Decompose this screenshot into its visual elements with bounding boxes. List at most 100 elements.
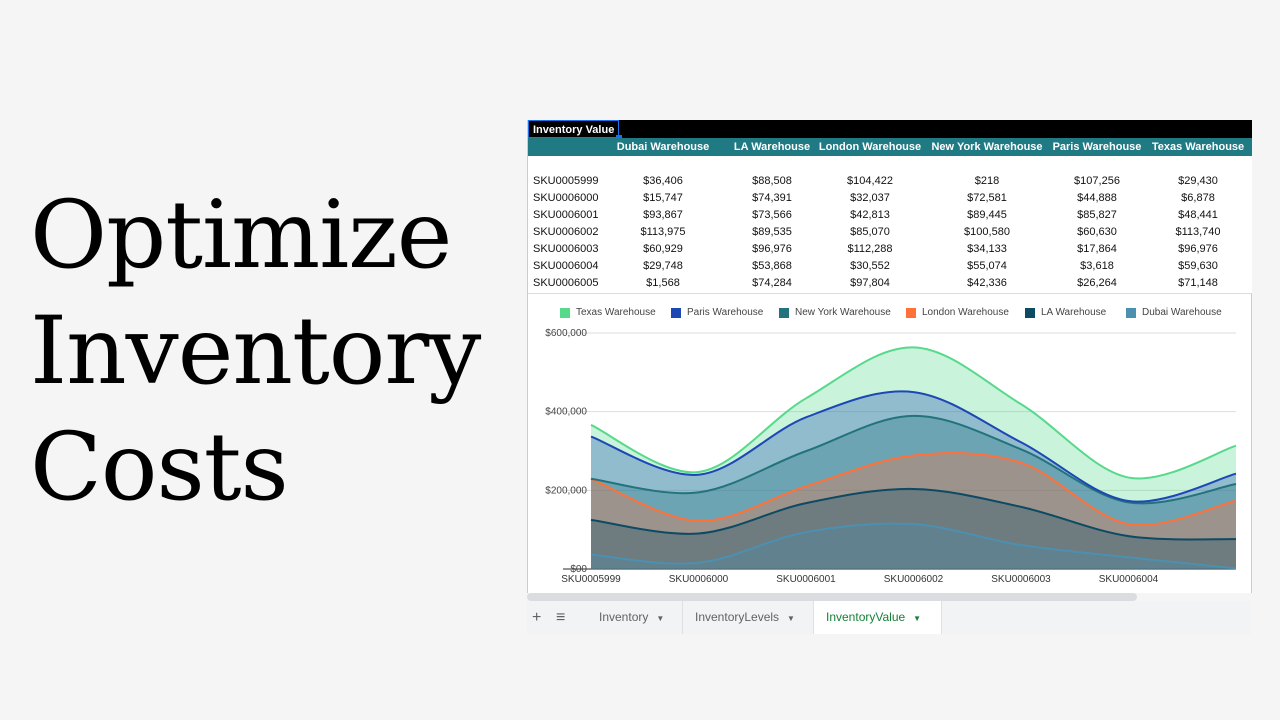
legend-item-london[interactable]: London Warehouse [906,307,1009,318]
value-cell[interactable]: $71,148 [1178,277,1218,289]
spreadsheet: Inventory Value Dubai Warehouse LA Wareh… [527,120,1252,593]
tab-inventory[interactable]: Inventory ▼ [587,601,683,634]
headline-line-2: Inventory [30,297,481,406]
value-cell[interactable]: $85,827 [1077,209,1117,221]
all-sheets-list-icon[interactable]: ≡ [556,609,566,626]
headline-line-3: Costs [30,413,289,522]
value-cell[interactable]: $72,581 [967,192,1007,204]
svg-text:$600,000: $600,000 [545,328,587,339]
value-cell[interactable]: $85,070 [850,226,890,238]
svg-text:$00: $00 [570,564,587,575]
legend-swatch [1126,307,1136,318]
legend-swatch [779,307,789,318]
value-cell[interactable]: $55,074 [967,260,1007,272]
value-cell[interactable]: $107,256 [1074,175,1120,187]
table-row: SKU0006003 $60,929 $96,976 $112,288 $34,133 $… [528,241,1252,258]
value-cell[interactable]: $17,864 [1077,243,1117,255]
svg-text:SKU0006001: SKU0006001 [776,574,836,585]
value-cell[interactable]: $96,976 [752,243,792,255]
value-cell[interactable]: $89,535 [752,226,792,238]
value-cell[interactable]: $113,740 [1175,226,1221,238]
value-cell[interactable]: $96,976 [1178,243,1218,255]
value-cell[interactable]: $60,630 [1077,226,1117,238]
value-cell[interactable]: $32,037 [850,192,890,204]
value-cell[interactable]: $3,618 [1080,260,1114,272]
svg-text:$400,000: $400,000 [545,407,587,418]
horizontal-scrollbar[interactable] [527,593,1137,601]
value-cell[interactable]: $48,441 [1178,209,1218,221]
sheet-tab-bar: + ≡ Inventory ▼ InventoryLevels ▼ Inventor… [527,601,1251,634]
value-cell[interactable]: $89,445 [967,209,1007,221]
value-cell[interactable]: $218 [974,175,1000,187]
column-header[interactable]: Dubai Warehouse [616,141,710,153]
table-row: SKU0005999 $36,406 $88,508 $104,422 $218 $107… [528,173,1252,190]
value-cell[interactable]: $29,748 [643,260,683,272]
sku-cell[interactable]: SKU0006005 [533,277,599,289]
title-cell[interactable]: Inventory Value [528,120,623,141]
value-cell[interactable]: $6,878 [1181,192,1215,204]
value-cell[interactable]: $42,813 [850,209,890,221]
sku-cell[interactable]: SKU0006000 [533,192,599,204]
value-cell[interactable]: $74,284 [752,277,792,289]
value-cell[interactable]: $73,566 [752,209,792,221]
legend-item-dubai[interactable]: Dubai Warehouse [1126,307,1222,318]
legend-swatch [560,307,570,318]
legend-swatch [671,307,681,318]
value-cell[interactable]: $100,580 [964,226,1010,238]
tab-inventory-levels[interactable]: InventoryLevels ▼ [683,601,814,634]
value-cell[interactable]: $26,264 [1077,277,1117,289]
legend-item-paris[interactable]: Paris Warehouse [671,307,763,318]
svg-text:SKU0006003: SKU0006003 [991,574,1051,585]
value-cell[interactable]: $104,422 [847,175,893,187]
value-cell[interactable]: $34,133 [967,243,1007,255]
chevron-down-icon[interactable]: ▼ [913,614,922,623]
column-header[interactable]: Texas Warehouse [1151,141,1245,153]
table-row: SKU0006001 $93,867 $73,566 $42,813 $89,445 $8… [528,207,1252,224]
value-cell[interactable]: $88,508 [752,175,792,187]
legend-item-la[interactable]: LA Warehouse [1025,307,1106,318]
sku-cell[interactable]: SKU0006001 [533,209,599,221]
value-cell[interactable]: $53,868 [752,260,792,272]
chevron-down-icon[interactable]: ▼ [656,614,665,623]
sku-cell[interactable]: SKU0006002 [533,226,599,238]
table-row: SKU0006004 $29,748 $53,868 $30,552 $55,074 $3… [528,258,1252,275]
value-cell[interactable]: $112,288 [847,243,893,255]
value-cell[interactable]: $36,406 [643,175,683,187]
value-cell[interactable]: $60,929 [643,243,683,255]
legend-item-new-york[interactable]: New York Warehouse [779,307,891,318]
table-row: SKU0006000 $15,747 $74,391 $32,037 $72,581 $4… [528,190,1252,207]
value-cell[interactable]: $42,336 [967,277,1007,289]
table-row: SKU0006002 $113,975 $89,535 $85,070 $100,580… [528,224,1252,241]
column-header[interactable]: Paris Warehouse [1052,141,1142,153]
sku-cell[interactable]: SKU0006004 [533,260,599,272]
value-cell[interactable]: $30,552 [850,260,890,272]
value-cell[interactable]: $93,867 [643,209,683,221]
column-header[interactable]: London Warehouse [818,141,922,153]
headline: Optimize Inventory Costs [30,178,481,526]
value-cell[interactable]: $113,975 [640,226,686,238]
chart-plot: $00 $200,000 $400,000 $600,000 SKU0005999 SKU… [545,328,1237,585]
value-cell[interactable]: $15,747 [643,192,683,204]
value-cell[interactable]: $29,430 [1178,175,1218,187]
legend-swatch [1025,307,1035,318]
column-header[interactable]: New York Warehouse [931,141,1043,153]
value-cell[interactable]: $74,391 [752,192,792,204]
tab-inventory-value[interactable]: InventoryValue ▼ [814,601,942,634]
headline-line-1: Optimize [30,181,452,290]
column-header[interactable]: LA Warehouse [733,141,811,153]
value-cell[interactable]: $44,888 [1077,192,1117,204]
chevron-down-icon[interactable]: ▼ [787,614,795,623]
table-row: SKU0006005 $1,568 $74,284 $97,804 $42,336 $26… [528,275,1252,292]
value-cell[interactable]: $97,804 [850,277,890,289]
svg-text:$200,000: $200,000 [545,485,587,496]
column-header-row: Dubai Warehouse LA Warehouse London Ware… [528,138,1252,156]
svg-text:SKU0006002: SKU0006002 [884,574,944,585]
sku-cell[interactable]: SKU0005999 [533,175,599,187]
legend-item-texas[interactable]: Texas Warehouse [560,307,656,318]
svg-text:SKU0005999: SKU0005999 [561,574,621,585]
stacked-area-chart[interactable]: Texas Warehouse Paris Warehouse New York… [528,293,1252,593]
sku-cell[interactable]: SKU0006003 [533,243,599,255]
value-cell[interactable]: $59,630 [1178,260,1218,272]
add-sheet-icon[interactable]: + [532,609,542,626]
value-cell[interactable]: $1,568 [646,277,680,289]
